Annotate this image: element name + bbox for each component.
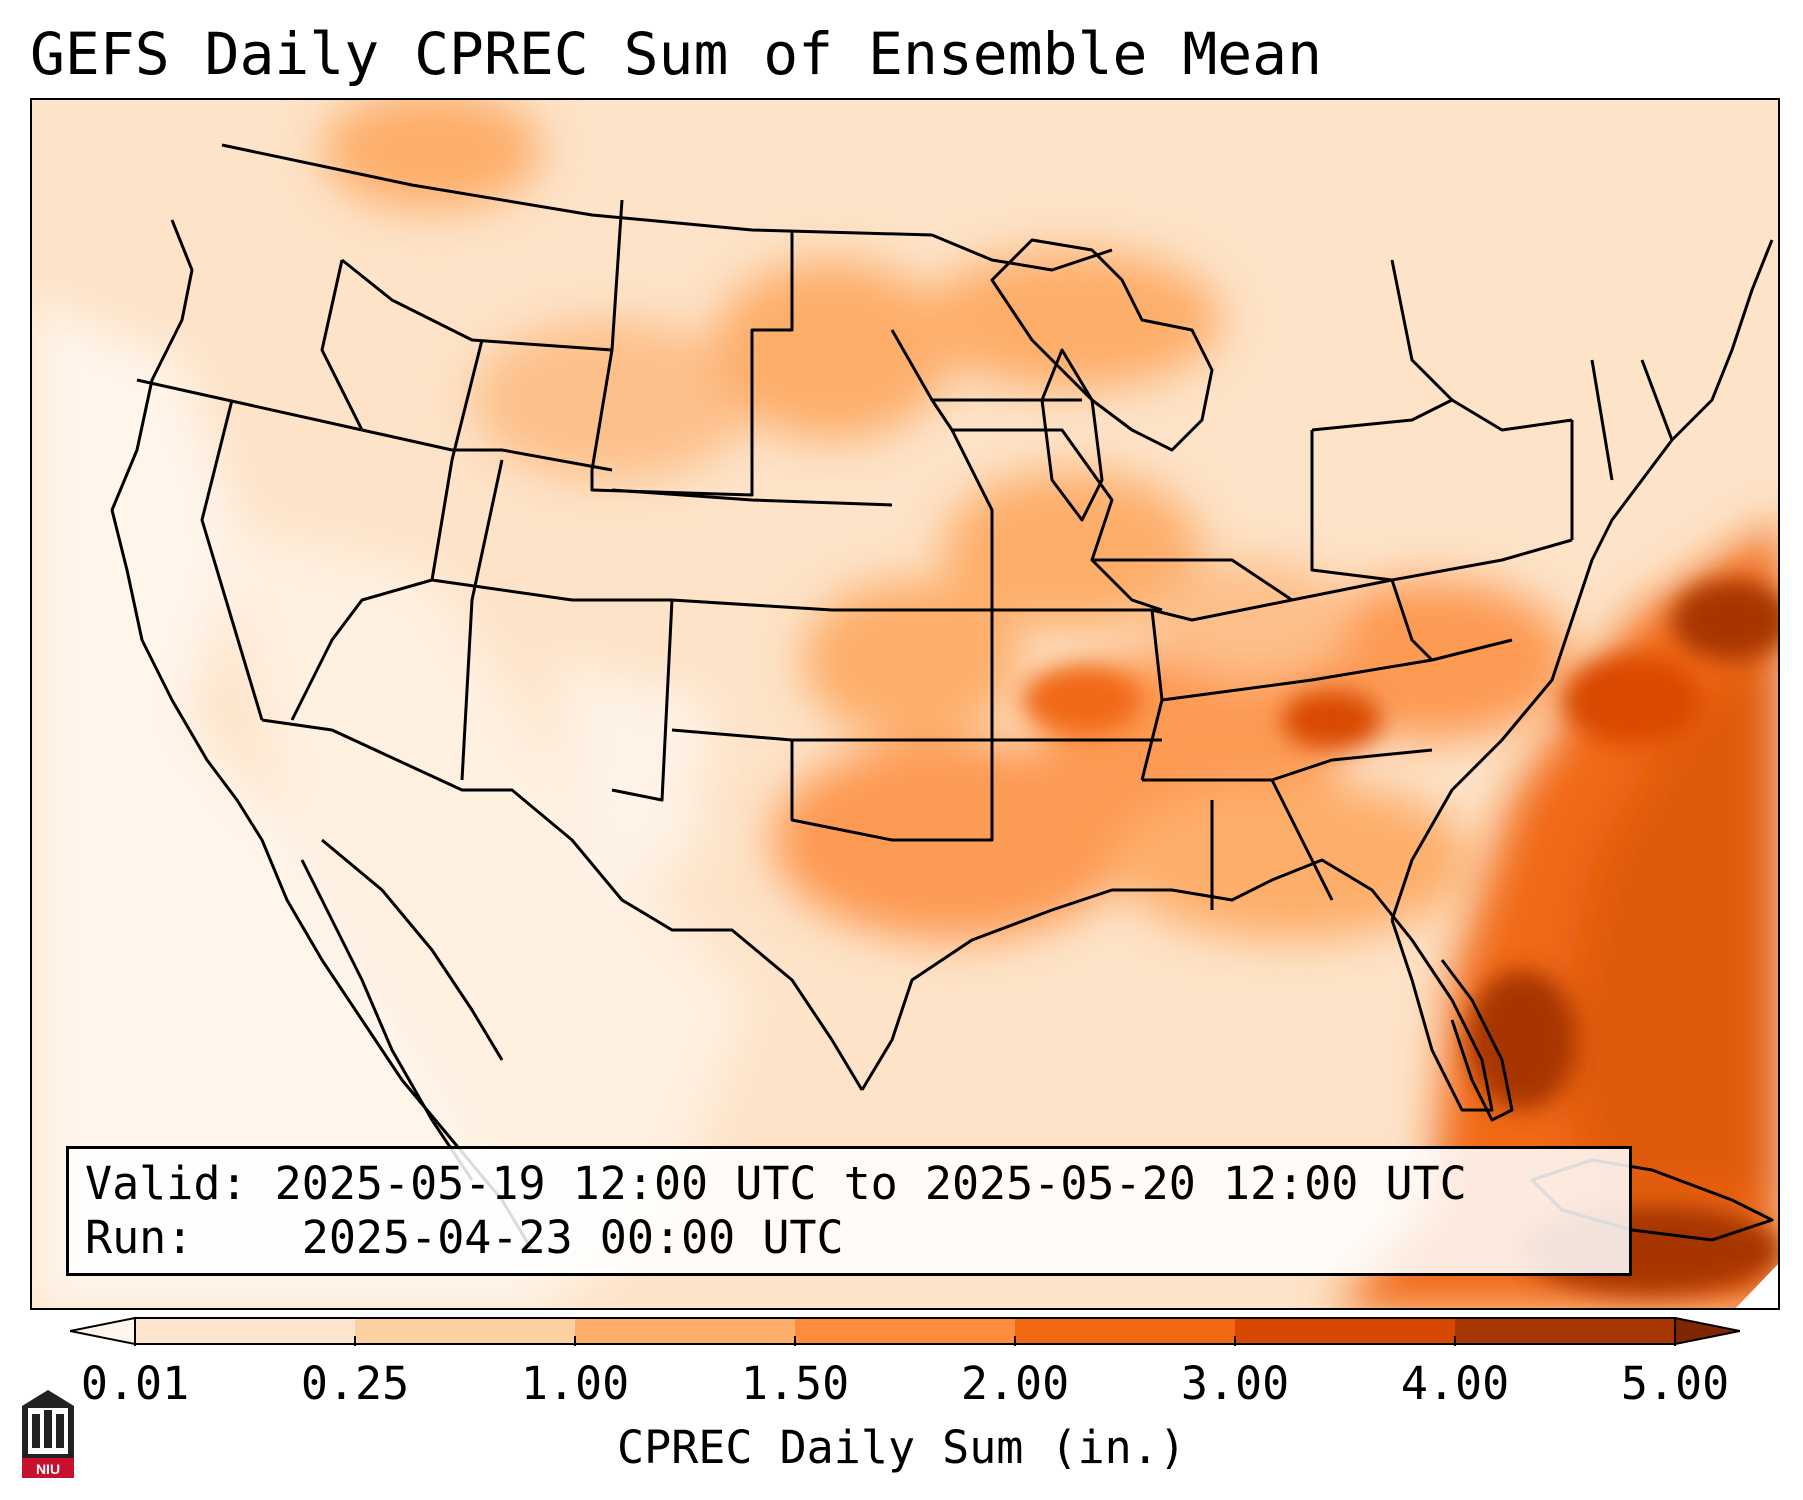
run-value: 2025-04-23 00:00 UTC [301, 1211, 844, 1264]
colorbar-extend-low [69, 1316, 136, 1346]
colorbar-tick-label: 0.25 [300, 1357, 410, 1410]
colorbar-segment [355, 1318, 576, 1344]
colorbar-extend-high [1674, 1316, 1741, 1346]
colorbar-tick-label: 4.00 [1400, 1357, 1510, 1410]
map-canvas [32, 100, 1778, 1308]
colorbar-svg [69, 1316, 1741, 1346]
validity-info-box: Valid: 2025-05-19 12:00 UTC to 2025-05-2… [66, 1146, 1632, 1276]
colorbar-tick-label: 5.00 [1620, 1357, 1730, 1410]
niu-logo-text: NIU [36, 1461, 60, 1477]
colorbar-segment [1235, 1318, 1456, 1344]
colorbar-tick-label: 2.00 [960, 1357, 1070, 1410]
niu-logo: NIU [22, 1390, 74, 1478]
valid-label: Valid: [85, 1157, 248, 1210]
colorbar-outline [134, 1317, 1676, 1345]
colorbar-tick-label: 1.00 [520, 1357, 630, 1410]
precip-map [30, 98, 1780, 1310]
colorbar-segment [795, 1318, 1016, 1344]
colorbar [69, 1316, 1741, 1346]
colorbar-label: CPREC Daily Sum (in.) [617, 1421, 1186, 1474]
colorbar-tick-label: 1.50 [740, 1357, 850, 1410]
colorbar-segment [135, 1318, 356, 1344]
colorbar-tick-label: 0.01 [80, 1357, 190, 1410]
colorbar-segment [575, 1318, 796, 1344]
precip-field-light [32, 300, 752, 1308]
map-title: GEFS Daily CPREC Sum of Ensemble Mean [30, 20, 1323, 88]
map-boundaries [110, 143, 1774, 1251]
run-label: Run: [85, 1211, 194, 1264]
colorbar-segment [1015, 1318, 1236, 1344]
valid-value: 2025-05-19 12:00 UTC to 2025-05-20 12:00… [274, 1157, 1467, 1210]
colorbar-segment [1455, 1318, 1676, 1344]
colorbar-tick-label: 3.00 [1180, 1357, 1290, 1410]
